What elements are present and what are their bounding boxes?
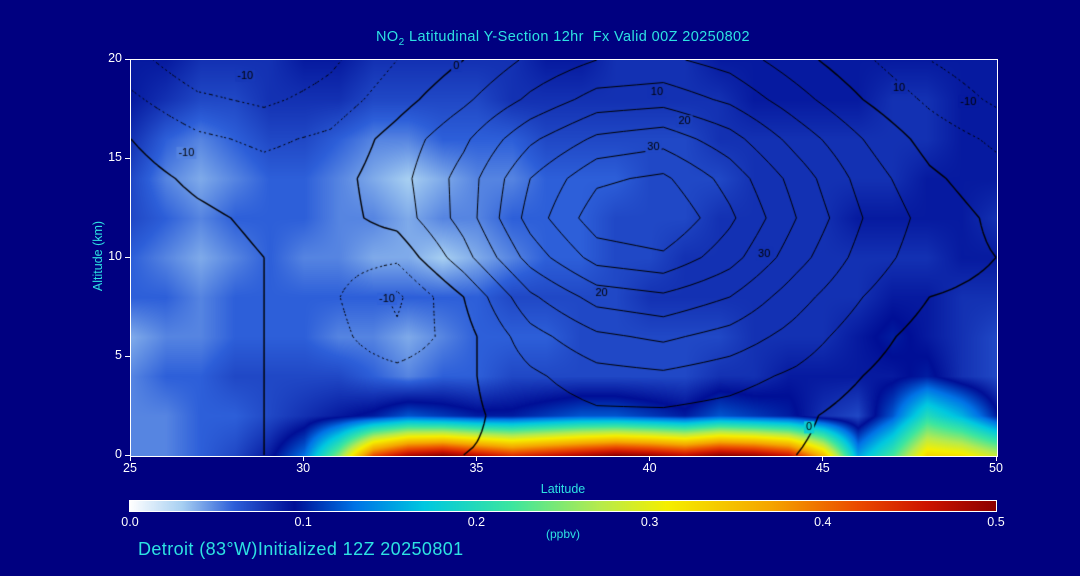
- y-tick-label: 15: [108, 150, 122, 164]
- colorbar-tick-label: 0.2: [467, 515, 486, 529]
- y-tick-mark: [125, 157, 130, 159]
- x-tick-label: 30: [296, 461, 311, 475]
- y-tick-mark: [125, 58, 130, 60]
- y-tick-label: 0: [115, 447, 122, 461]
- title-subscript: 2: [398, 36, 405, 48]
- y-tick-label: 10: [108, 249, 122, 263]
- x-tick-mark: [129, 456, 131, 461]
- x-axis-label: Latitude: [540, 482, 586, 496]
- x-tick-mark: [475, 456, 477, 461]
- title-rest: Latitudinal Y-Section 12hr Fx Valid 00Z …: [404, 29, 750, 45]
- y-tick-label: 20: [108, 51, 122, 65]
- colorbar-tick-label: 0.0: [121, 515, 139, 529]
- x-tick-label: 35: [469, 461, 484, 475]
- colorbar-tick-label: 0.3: [640, 515, 659, 529]
- x-tick-mark: [302, 456, 304, 461]
- y-tick-mark: [125, 454, 130, 456]
- y-tick-mark: [125, 256, 130, 258]
- colorbar-tick-label: 0.4: [814, 515, 832, 529]
- x-tick-label: 50: [989, 461, 1003, 475]
- plot-area: [130, 59, 998, 457]
- x-tick-label: 25: [123, 461, 137, 475]
- x-tick-label: 40: [642, 461, 657, 475]
- x-tick-mark: [995, 456, 997, 461]
- plot-canvas: [131, 60, 997, 456]
- colorbar-label: (ppbv): [545, 527, 580, 541]
- y-tick-label: 5: [115, 348, 122, 362]
- colorbar-tick-label: 0.1: [294, 515, 312, 529]
- x-tick-label: 45: [815, 461, 830, 475]
- plot-title: NO2 Latitudinal Y-Section 12hr Fx Valid …: [130, 29, 996, 48]
- x-tick-mark: [822, 456, 824, 461]
- y-tick-mark: [125, 355, 130, 357]
- footer-text: Detroit (83°W)Initialized 12Z 20250801: [138, 539, 464, 559]
- colorbar-tick-label: 0.5: [987, 515, 1005, 529]
- title-prefix: NO: [376, 29, 399, 45]
- x-tick-mark: [649, 456, 651, 461]
- colorbar: [129, 500, 997, 512]
